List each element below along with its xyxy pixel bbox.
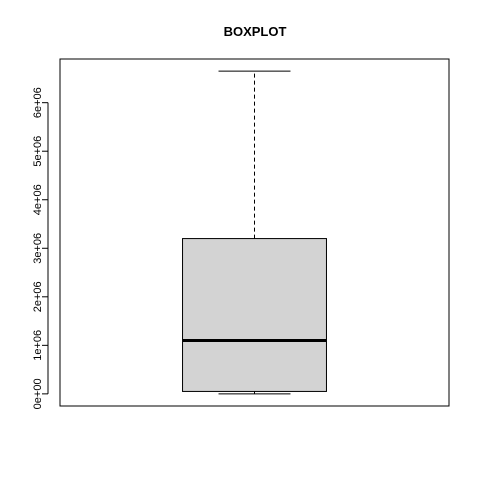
interquartile-box (182, 238, 327, 392)
y-tick-label: 0e+00 (32, 378, 44, 409)
chart-title: BOXPLOT (224, 24, 287, 39)
box-marks (182, 70, 327, 395)
plot-frame (59, 58, 450, 407)
y-tick-label: 3e+06 (32, 233, 44, 264)
y-tick-label: 4e+06 (32, 184, 44, 215)
y-tick-label: 5e+06 (32, 136, 44, 167)
y-axis: 0e+00 1e+06 2e+06 3e+06 4e+06 5e+06 6e+06 (32, 87, 49, 409)
y-tick-label: 1e+06 (32, 330, 44, 361)
y-tick-label: 2e+06 (32, 281, 44, 312)
y-tick-label: 6e+06 (32, 87, 44, 118)
